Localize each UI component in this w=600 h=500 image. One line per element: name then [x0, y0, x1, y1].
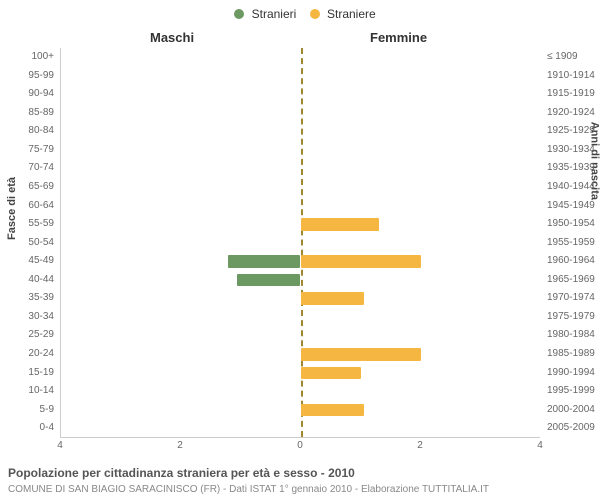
age-label: 0-4	[0, 419, 54, 438]
pyramid-row: 25-291980-1984	[61, 326, 540, 345]
bar-female	[301, 404, 364, 417]
pyramid-row: 40-441965-1969	[61, 271, 540, 290]
age-label: 5-9	[0, 401, 54, 420]
bar-female	[301, 255, 421, 268]
pyramid-row: 70-741935-1939	[61, 159, 540, 178]
age-label: 15-19	[0, 364, 54, 383]
pyramid-row: 10-141995-1999	[61, 382, 540, 401]
birth-year-label: 1930-1934	[547, 141, 600, 160]
x-tick: 2	[417, 440, 423, 451]
bar-female	[301, 292, 364, 305]
pyramid-row: 75-791930-1934	[61, 141, 540, 160]
age-label: 85-89	[0, 104, 54, 123]
x-tick: 4	[57, 440, 63, 451]
birth-year-label: 1935-1939	[547, 159, 600, 178]
pyramid-row: 60-641945-1949	[61, 197, 540, 216]
birth-year-label: 1945-1949	[547, 197, 600, 216]
age-label: 55-59	[0, 215, 54, 234]
col-head-femmine: Femmine	[370, 30, 427, 45]
legend-female-label: Straniere	[327, 7, 376, 21]
x-axis: 4 2 0 2 4	[60, 440, 540, 456]
age-label: 35-39	[0, 289, 54, 308]
birth-year-label: 1925-1929	[547, 122, 600, 141]
age-label: 10-14	[0, 382, 54, 401]
pyramid-row: 65-691940-1944	[61, 178, 540, 197]
birth-year-label: 2005-2009	[547, 419, 600, 438]
age-label: 65-69	[0, 178, 54, 197]
age-label: 90-94	[0, 85, 54, 104]
pyramid-row: 35-391970-1974	[61, 289, 540, 308]
footer-title: Popolazione per cittadinanza straniera p…	[8, 466, 355, 480]
birth-year-label: 1990-1994	[547, 364, 600, 383]
birth-year-label: 1985-1989	[547, 345, 600, 364]
col-head-maschi: Maschi	[150, 30, 194, 45]
age-label: 50-54	[0, 234, 54, 253]
birth-year-label: 1970-1974	[547, 289, 600, 308]
age-label: 80-84	[0, 122, 54, 141]
bar-male	[237, 274, 300, 287]
birth-year-label: 1955-1959	[547, 234, 600, 253]
pyramid-row: 15-191990-1994	[61, 364, 540, 383]
legend-male-label: Stranieri	[252, 7, 297, 21]
birth-year-label: 1965-1969	[547, 271, 600, 290]
pyramid-row: 90-941915-1919	[61, 85, 540, 104]
legend-male-dot	[234, 9, 244, 19]
bar-female	[301, 348, 421, 361]
birth-year-label: 1920-1924	[547, 104, 600, 123]
plot-area: 100+≤ 190995-991910-191490-941915-191985…	[60, 48, 540, 438]
pyramid-row: 85-891920-1924	[61, 104, 540, 123]
birth-year-label: 1975-1979	[547, 308, 600, 327]
pyramid-row: 100+≤ 1909	[61, 48, 540, 67]
bar-male	[228, 255, 300, 268]
legend: Stranieri Straniere	[0, 6, 600, 21]
age-label: 100+	[0, 48, 54, 67]
pyramid-row: 45-491960-1964	[61, 252, 540, 271]
pyramid-row: 95-991910-1914	[61, 67, 540, 86]
birth-year-label: ≤ 1909	[547, 48, 600, 67]
birth-year-label: 1950-1954	[547, 215, 600, 234]
legend-female-dot	[310, 9, 320, 19]
age-label: 30-34	[0, 308, 54, 327]
age-label: 45-49	[0, 252, 54, 271]
age-label: 40-44	[0, 271, 54, 290]
rows-container: 100+≤ 190995-991910-191490-941915-191985…	[61, 48, 540, 437]
footer-sub: COMUNE DI SAN BIAGIO SARACINISCO (FR) - …	[8, 484, 489, 495]
age-label: 95-99	[0, 67, 54, 86]
x-tick: 2	[177, 440, 183, 451]
pyramid-row: 55-591950-1954	[61, 215, 540, 234]
pyramid-row: 30-341975-1979	[61, 308, 540, 327]
pyramid-row: 20-241985-1989	[61, 345, 540, 364]
bar-female	[301, 218, 379, 231]
age-label: 70-74	[0, 159, 54, 178]
birth-year-label: 1915-1919	[547, 85, 600, 104]
birth-year-label: 1995-1999	[547, 382, 600, 401]
age-label: 20-24	[0, 345, 54, 364]
birth-year-label: 2000-2004	[547, 401, 600, 420]
pyramid-row: 5-92000-2004	[61, 401, 540, 420]
bar-female	[301, 367, 361, 380]
x-tick: 0	[297, 440, 303, 451]
birth-year-label: 1940-1944	[547, 178, 600, 197]
age-label: 75-79	[0, 141, 54, 160]
chart-wrap: Stranieri Straniere Maschi Femmine Fasce…	[0, 0, 600, 500]
birth-year-label: 1910-1914	[547, 67, 600, 86]
birth-year-label: 1960-1964	[547, 252, 600, 271]
x-tick: 4	[537, 440, 543, 451]
age-label: 25-29	[0, 326, 54, 345]
birth-year-label: 1980-1984	[547, 326, 600, 345]
pyramid-row: 0-42005-2009	[61, 419, 540, 438]
age-label: 60-64	[0, 197, 54, 216]
pyramid-row: 80-841925-1929	[61, 122, 540, 141]
pyramid-row: 50-541955-1959	[61, 234, 540, 253]
